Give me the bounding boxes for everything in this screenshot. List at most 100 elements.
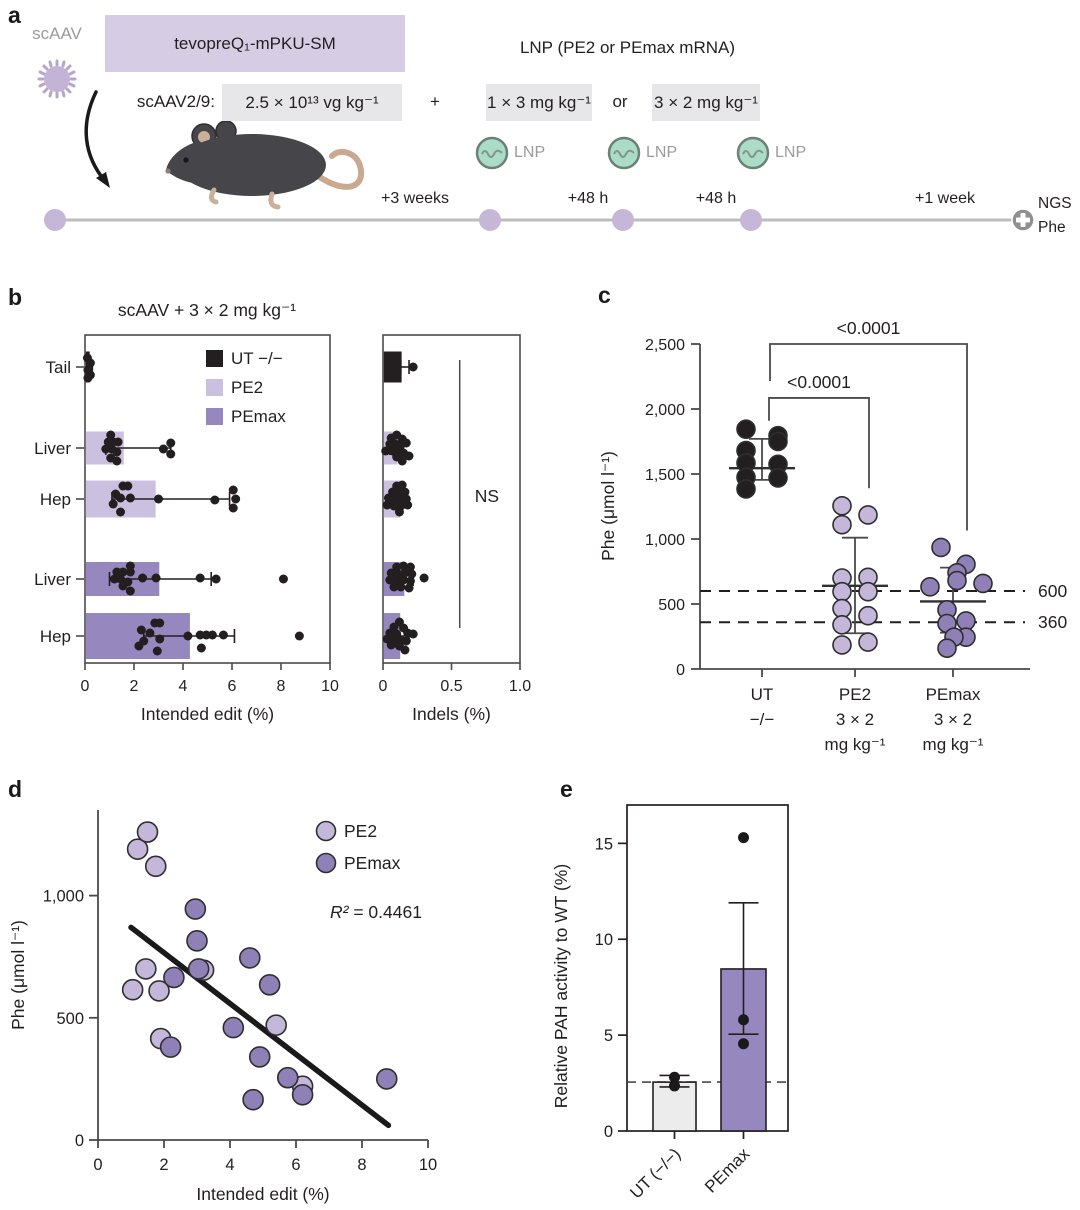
data-dot [400, 568, 410, 578]
data-point [184, 898, 207, 920]
timeline-interval-label: +48 h [567, 190, 609, 207]
lnp-icon [607, 136, 641, 170]
timeline-dot [740, 209, 762, 231]
mean-bar [383, 351, 402, 383]
data-dot [152, 646, 162, 656]
or-label: or [612, 92, 628, 111]
data-dot [404, 583, 414, 593]
panel-b-label: b [8, 284, 23, 310]
data-dot [112, 447, 122, 457]
data-dot [405, 576, 415, 586]
data-point [126, 838, 149, 860]
lnp-title: LNP (PE2 or PEmax mRNA) [519, 38, 736, 57]
x-tick-label: 0 [379, 678, 388, 695]
data-dot [389, 501, 399, 511]
x-axis-label: Intended edit (%) [141, 704, 274, 724]
legend-label: PE2 [344, 821, 377, 841]
data-point [375, 1068, 398, 1090]
data-point [222, 1016, 245, 1039]
x-category-label: −/− [750, 710, 775, 729]
aav-dose-prefix: scAAV2/9: [136, 92, 215, 111]
legend-label: PE2 [231, 378, 263, 397]
data-point [858, 632, 878, 652]
data-point [276, 1066, 299, 1089]
x-category-label: mg kg⁻¹ [825, 735, 886, 754]
data-dot [403, 500, 413, 510]
data-point [159, 1036, 182, 1058]
r-squared-annotation: R² = 0.4461 [330, 902, 422, 922]
category-label: Hep [40, 490, 71, 509]
data-dot [396, 582, 406, 592]
data-dot [183, 631, 193, 641]
y-tick-label: 2,500 [645, 337, 685, 354]
data-point [186, 930, 208, 952]
data-dot [405, 562, 415, 572]
y-tick-label: 1,000 [645, 532, 685, 549]
legend-swatch [315, 852, 337, 874]
y-tick-label: 15 [595, 835, 613, 853]
ns-label: NS [475, 486, 499, 506]
data-dot [399, 575, 409, 585]
data-dot [381, 446, 391, 456]
y-tick-label: 5 [604, 1027, 613, 1045]
lnp-dose-2-box: 3 × 2 mg kg⁻¹ [652, 84, 760, 121]
panel-a-label: a [8, 2, 21, 28]
x-tick-label: 4 [225, 1156, 234, 1174]
timeline-interval-label: +48 h [695, 190, 737, 207]
data-point [136, 821, 159, 843]
data-dot [408, 362, 418, 372]
data-dot [400, 645, 410, 655]
data-dot [166, 449, 176, 459]
data-point [265, 1014, 288, 1036]
x-category-label: UT [751, 685, 774, 704]
chart-title: scAAV + 3 × 2 mg kg⁻¹ [118, 300, 296, 320]
data-point [858, 505, 878, 525]
timeline-dot [44, 209, 66, 231]
lnp-icon-label: LNP [514, 144, 546, 161]
virus-icon [37, 59, 77, 99]
lnp-icons [475, 136, 770, 170]
x-tick-label: 8 [277, 678, 286, 695]
legend-label: UT −/− [231, 349, 283, 368]
data-dot [397, 480, 407, 490]
data-point [956, 611, 976, 631]
data-dot [738, 832, 749, 844]
data-point [187, 958, 210, 980]
data-dot [106, 430, 116, 440]
data-dot [125, 586, 135, 596]
data-dot [125, 493, 135, 503]
data-point [163, 966, 185, 989]
data-point [736, 419, 756, 439]
data-dot [401, 636, 411, 646]
y-tick-label: 0 [676, 662, 685, 679]
lnp-icon-label: LNP [775, 144, 807, 161]
aav-dose-box: 2.5 × 10¹³ vg kg⁻¹ [222, 84, 402, 121]
data-dot [394, 507, 404, 517]
data-dot [118, 567, 128, 577]
data-point [832, 614, 852, 635]
endpoint-ngs: NGS [1038, 195, 1072, 212]
data-dot [155, 634, 165, 644]
data-dot [145, 628, 155, 638]
data-dot [404, 451, 414, 461]
data-point [135, 958, 157, 980]
data-point [768, 431, 788, 452]
plot-frame [626, 804, 789, 1132]
x-category-label: mg kg⁻¹ [923, 735, 984, 754]
category-label: Liver [34, 439, 71, 458]
data-point [148, 980, 170, 1002]
legend-swatch [206, 408, 223, 425]
x-tick-label: 4 [179, 678, 188, 695]
data-point [937, 638, 957, 659]
vector-cassette-box: tevopreQ₁-mPKU-SM [105, 15, 405, 72]
significance-bracket [768, 397, 870, 489]
data-dot [116, 507, 126, 517]
data-dot [738, 1038, 749, 1050]
x-tick-label: 0 [93, 1156, 102, 1174]
x-tick-label: 10 [419, 1156, 437, 1174]
data-dot [669, 1080, 680, 1092]
y-axis-label: Phe (μmol l⁻¹) [8, 920, 28, 1030]
data-dot [125, 567, 135, 577]
panel-d-chart: 0 2 4 6 8 10 0 500 1,000 Intended edit (%) Phe (μm… [8, 810, 437, 1204]
y-tick-label: 1,000 [43, 888, 84, 906]
